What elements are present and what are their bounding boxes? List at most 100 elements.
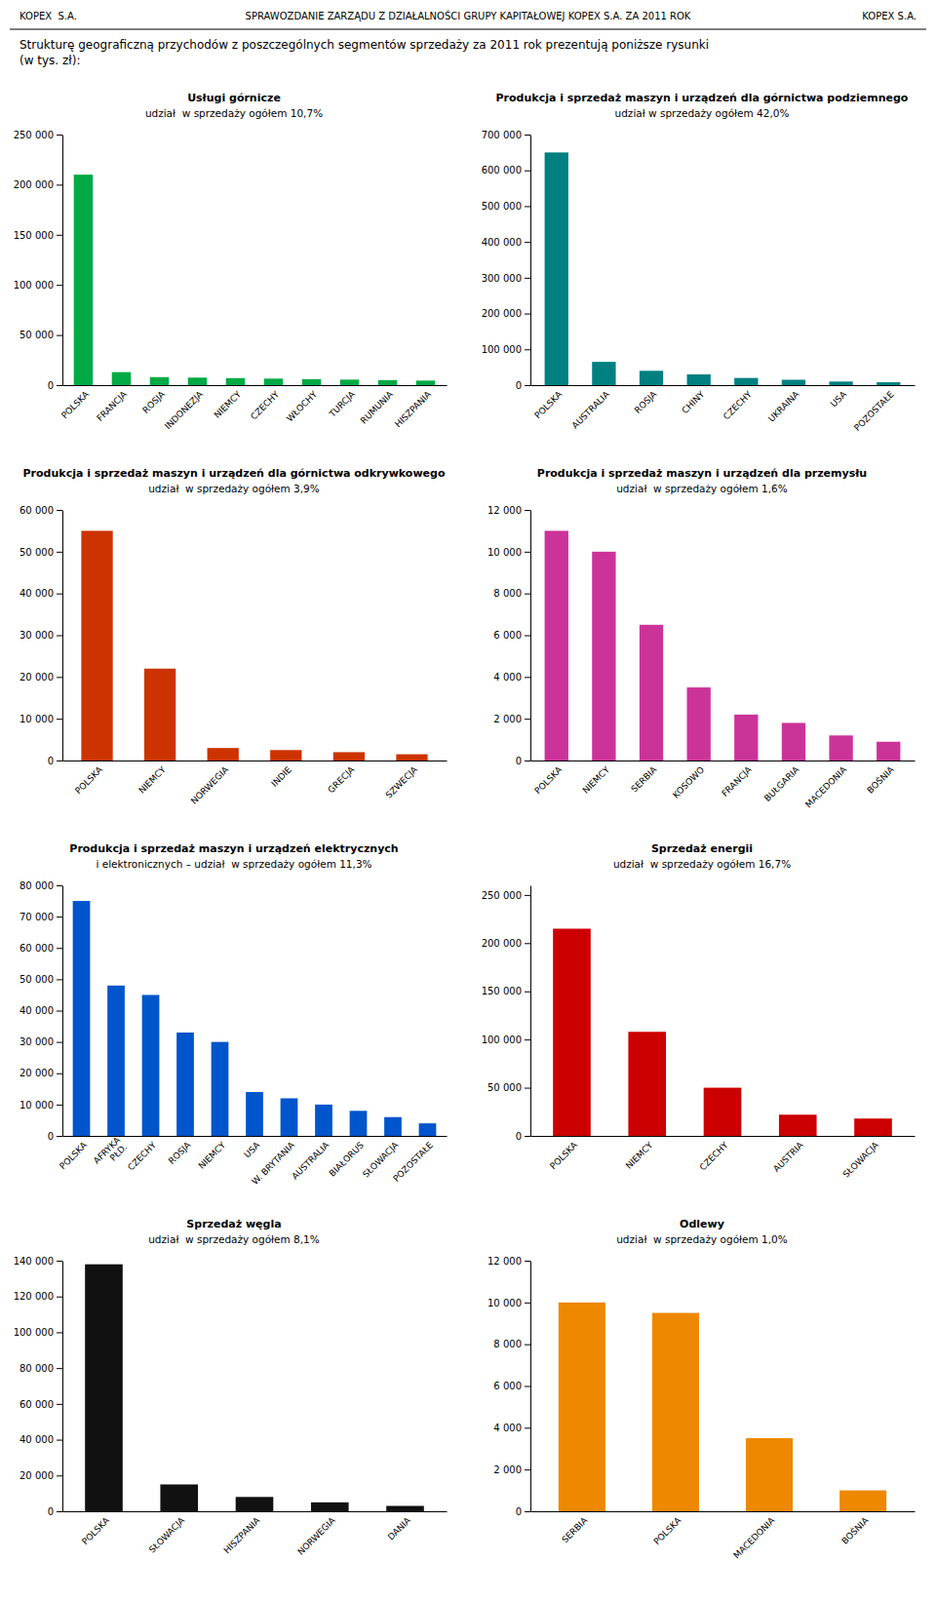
tick-mark bbox=[56, 947, 63, 949]
tick-mark bbox=[56, 1511, 63, 1513]
tick-label: 6 000 bbox=[493, 629, 522, 641]
tick-label: POLSKA bbox=[652, 1515, 685, 1548]
bars bbox=[545, 530, 901, 761]
intro-text: (w tys. zł): bbox=[19, 53, 80, 68]
tick-label: USA bbox=[828, 389, 850, 410]
bar bbox=[545, 530, 569, 761]
chart-panel: Sprzedaż węglaudział w sprzedaży ogółem … bbox=[13, 1217, 448, 1558]
y-tick: 150 000 bbox=[13, 230, 63, 241]
y-tick: 60 000 bbox=[19, 505, 63, 516]
tick-mark bbox=[524, 313, 531, 315]
x-tick: POZOSTAŁE bbox=[852, 389, 897, 433]
tick-label: 500 000 bbox=[481, 200, 522, 212]
axis-line bbox=[531, 1511, 916, 1513]
tick-label: POLSKA bbox=[57, 1139, 90, 1172]
axis-line bbox=[531, 385, 916, 387]
y-tick: 700 000 bbox=[481, 129, 531, 141]
tick-mark bbox=[524, 205, 531, 207]
y-tick: 2 000 bbox=[493, 713, 531, 725]
tick-label: 70 000 bbox=[19, 911, 54, 923]
bar bbox=[142, 994, 160, 1136]
tick-label: CZECHY bbox=[698, 1139, 731, 1172]
tick-label: 40 000 bbox=[19, 587, 54, 599]
y-tick: 120 000 bbox=[13, 1290, 63, 1302]
bar bbox=[159, 1483, 198, 1512]
tick-label: 100 000 bbox=[481, 344, 522, 355]
tick-label: INDONEZJA bbox=[162, 389, 205, 431]
tick-mark bbox=[524, 170, 531, 172]
tick-label: 0 bbox=[47, 1131, 54, 1142]
tick-mark bbox=[56, 234, 63, 236]
x-axis: SERBIAPOLSKAMACEDONIABOŚNIA bbox=[531, 1512, 916, 1561]
y-tick: 50 000 bbox=[19, 546, 63, 558]
bar bbox=[558, 1302, 606, 1512]
axis-line bbox=[63, 1135, 448, 1137]
bar bbox=[264, 378, 284, 386]
bar bbox=[639, 624, 663, 761]
bar bbox=[350, 1110, 368, 1136]
tick-label: 10 000 bbox=[19, 713, 54, 725]
tick-mark bbox=[56, 385, 63, 387]
tick-label: NIEMCY bbox=[581, 764, 613, 796]
tick-label: 300 000 bbox=[481, 273, 522, 284]
tick-label: 0 bbox=[47, 380, 54, 391]
chart-subtitle: udział w sprzedaży ogółem 16,7% bbox=[613, 858, 791, 870]
y-tick: 50 000 bbox=[19, 329, 63, 341]
x-tick: CZECHY bbox=[698, 1139, 731, 1172]
bar bbox=[207, 747, 239, 761]
bar bbox=[144, 668, 176, 761]
tick-label: NORWEGIA bbox=[295, 1515, 338, 1558]
chart-panel: Sprzedaż energiiudział w sprzedaży ogółe… bbox=[481, 842, 916, 1180]
bar bbox=[280, 1097, 299, 1136]
y-tick: 140 000 bbox=[13, 1255, 63, 1267]
bar bbox=[188, 377, 208, 386]
y-tick: 6 000 bbox=[493, 629, 531, 641]
tick-label: 200 000 bbox=[481, 937, 522, 949]
tick-label: POLSKA bbox=[532, 764, 565, 797]
tick-mark bbox=[56, 1331, 63, 1333]
x-tick: POLSKA bbox=[59, 389, 92, 422]
y-tick: 100 000 bbox=[481, 1034, 531, 1046]
tick-mark bbox=[524, 349, 531, 351]
tick-mark bbox=[56, 184, 63, 186]
x-tick: CHINY bbox=[679, 389, 706, 416]
x-tick: POLSKA bbox=[547, 1139, 581, 1172]
x-axis: POLSKAAFRYKAPŁD.CZECHYROSJANIEMCYUSAW. B… bbox=[57, 1134, 447, 1187]
y-tick: 40 000 bbox=[19, 587, 63, 599]
tick-label: POZOSTAŁE bbox=[852, 389, 897, 433]
tick-label: 20 000 bbox=[19, 671, 54, 683]
tick-mark bbox=[56, 676, 63, 678]
y-tick: 0 bbox=[47, 1506, 63, 1518]
x-tick: CZECHY bbox=[721, 389, 754, 422]
bar bbox=[828, 735, 853, 761]
tick-mark bbox=[524, 991, 531, 993]
tick-label: 600 000 bbox=[481, 164, 522, 176]
bar bbox=[73, 900, 91, 1136]
x-tick: POLSKA bbox=[652, 1515, 685, 1548]
bar bbox=[311, 1502, 350, 1512]
chart-subtitle: i elektronicznych – udział w sprzedaży o… bbox=[95, 858, 372, 870]
tick-mark bbox=[56, 1104, 63, 1106]
bar bbox=[176, 1032, 195, 1136]
x-tick: FRANCJA bbox=[94, 389, 129, 424]
x-tick: DANIA bbox=[386, 1515, 414, 1543]
plot-area: 02 0004 0006 0008 00010 00012 000POLSKAN… bbox=[487, 505, 916, 811]
bar bbox=[779, 1114, 818, 1136]
x-axis: POLSKANIEMCYSERBIAKOSOWOFRANCJABUŁGARIAM… bbox=[531, 761, 916, 811]
tick-mark bbox=[56, 916, 63, 918]
tick-label: 50 000 bbox=[19, 329, 54, 341]
x-tick: FRANCJA bbox=[719, 764, 754, 799]
y-tick: 0 bbox=[515, 1131, 531, 1142]
bar bbox=[395, 754, 428, 761]
bar bbox=[386, 1505, 425, 1512]
tick-mark bbox=[524, 635, 531, 637]
tick-mark bbox=[524, 1344, 531, 1346]
y-tick: 250 000 bbox=[13, 129, 63, 141]
tick-label: 250 000 bbox=[481, 890, 522, 901]
plot-area: 010 00020 00030 00040 00050 00060 000POL… bbox=[19, 505, 448, 807]
tick-label: AUSTRALIA bbox=[289, 1139, 332, 1182]
tick-label: 2 000 bbox=[493, 713, 522, 725]
x-tick: POLSKA bbox=[532, 389, 565, 422]
axis-line bbox=[530, 135, 532, 387]
tick-mark bbox=[56, 551, 63, 553]
